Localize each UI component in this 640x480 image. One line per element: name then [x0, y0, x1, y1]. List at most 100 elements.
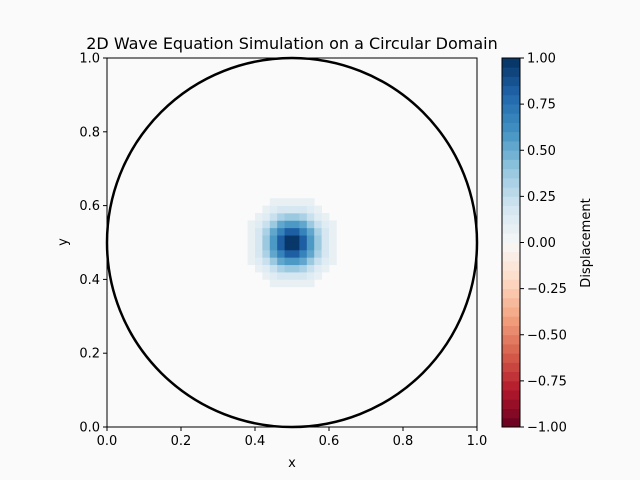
colorbar-band: [502, 58, 520, 68]
heatmap-cells: [247, 198, 337, 288]
colorbar-band: [502, 242, 520, 253]
heatmap-cell: [314, 205, 322, 214]
y-tick-label: 0.8: [79, 125, 100, 140]
heatmap-cell: [277, 264, 285, 273]
heatmap-cell: [255, 227, 263, 236]
colorbar-ticks: 1.00 0.75 0.50 0.25 0.00 −0.25 −0.50 −0.75 −1.00: [520, 52, 567, 436]
heatmap-cell: [255, 249, 263, 258]
colorbar-band: [502, 187, 520, 197]
heatmap-cell: [277, 198, 285, 206]
heatmap-cell: [329, 220, 337, 229]
x-tick-label: 0.0: [97, 434, 118, 449]
colorbar-tick-label: 0.00: [527, 236, 556, 251]
y-axis-label: y: [56, 238, 71, 246]
heatmap-cell: [299, 220, 308, 229]
heatmap-cell: [284, 242, 293, 251]
heatmap-cell: [321, 220, 330, 229]
colorbar-tick-label: −1.00: [527, 421, 567, 436]
heatmap-cell: [269, 227, 278, 236]
heatmap-cell: [292, 235, 300, 243]
heatmap-cell: [321, 227, 330, 236]
heatmap-cell: [284, 227, 293, 236]
heatmap-cell: [292, 249, 300, 258]
heatmap-cell: [314, 220, 322, 229]
heatmap-cell: [284, 272, 293, 280]
heatmap-cell: [314, 272, 322, 280]
colorbar-band: [502, 67, 520, 77]
colorbar-band: [502, 251, 520, 262]
colorbar-band: [502, 316, 520, 326]
colorbar-band: [502, 131, 520, 142]
heatmap-cell: [292, 227, 300, 236]
heatmap-cell: [277, 257, 285, 266]
colorbar-band: [502, 113, 520, 123]
heatmap-cell: [269, 220, 278, 229]
colorbar-band: [502, 159, 520, 170]
heatmap-cell: [306, 227, 315, 236]
colorbar-band: [502, 362, 520, 373]
heatmap-cell: [284, 257, 293, 266]
heatmap-cell: [269, 242, 278, 251]
heatmap-cell: [299, 257, 308, 266]
colorbar-bands: [502, 58, 520, 428]
heatmap-cell: [292, 242, 300, 251]
colorbar-tick-label: 1.00: [527, 52, 556, 67]
colorbar-band: [502, 297, 520, 308]
x-tick-label: 0.6: [319, 434, 340, 449]
heatmap-cell: [299, 212, 308, 221]
heatmap-cell: [299, 198, 308, 206]
heatmap-cell: [314, 227, 322, 236]
heatmap-cell: [269, 272, 278, 280]
colorbar-band: [502, 279, 520, 290]
colorbar-band: [502, 399, 520, 409]
heatmap-cell: [292, 198, 300, 206]
heatmap-cell: [299, 235, 308, 243]
heatmap-cell: [255, 264, 263, 273]
heatmap-cell: [277, 205, 285, 214]
colorbar-tick-label: −0.75: [527, 374, 567, 389]
heatmap-cell: [277, 220, 285, 229]
heatmap-cell: [284, 198, 293, 206]
heatmap-cell: [262, 264, 271, 273]
colorbar: 1.00 0.75 0.50 0.25 0.00 −0.25 −0.50 −0.75 −1.00…: [501, 52, 594, 436]
heatmap-cell: [321, 257, 330, 266]
heatmap-cell: [269, 279, 278, 288]
heatmap-cell: [262, 235, 271, 243]
y-axis: 0.0 0.2 0.4 0.6 0.8 1.0: [79, 52, 107, 436]
heatmap-cell: [292, 220, 300, 229]
heatmap-cell: [247, 227, 256, 236]
heatmap-cell: [306, 212, 315, 221]
heatmap-cell: [299, 227, 308, 236]
heatmap-cell: [277, 272, 285, 280]
heatmap-cell: [255, 257, 263, 266]
colorbar-band: [502, 371, 520, 382]
colorbar-band: [502, 214, 520, 225]
heatmap-cell: [299, 272, 308, 280]
colorbar-band: [502, 380, 520, 391]
heatmap-cell: [255, 235, 263, 243]
colorbar-band: [502, 104, 520, 114]
heatmap-cell: [306, 279, 315, 288]
colorbar-band: [502, 94, 520, 105]
colorbar-band: [502, 288, 520, 299]
heatmap-cell: [284, 235, 293, 243]
colorbar-band: [502, 408, 520, 419]
heatmap-cell: [284, 205, 293, 214]
heatmap-cell: [329, 235, 337, 243]
heatmap-cell: [262, 205, 271, 214]
heatmap-cell: [247, 220, 256, 229]
heatmap-cell: [292, 279, 300, 288]
chart-title: 2D Wave Equation Simulation on a Circula…: [86, 34, 498, 53]
heatmap-cell: [321, 242, 330, 251]
colorbar-band: [502, 233, 520, 243]
heatmap-cell: [299, 242, 308, 251]
colorbar-band: [502, 390, 520, 400]
heatmap-cell: [262, 257, 271, 266]
colorbar-band: [502, 122, 520, 133]
colorbar-band: [502, 150, 520, 160]
colorbar-band: [502, 76, 520, 87]
heatmap-cell: [284, 220, 293, 229]
colorbar-band: [502, 353, 520, 363]
heatmap-cell: [255, 212, 263, 221]
heatmap-cell: [306, 257, 315, 266]
